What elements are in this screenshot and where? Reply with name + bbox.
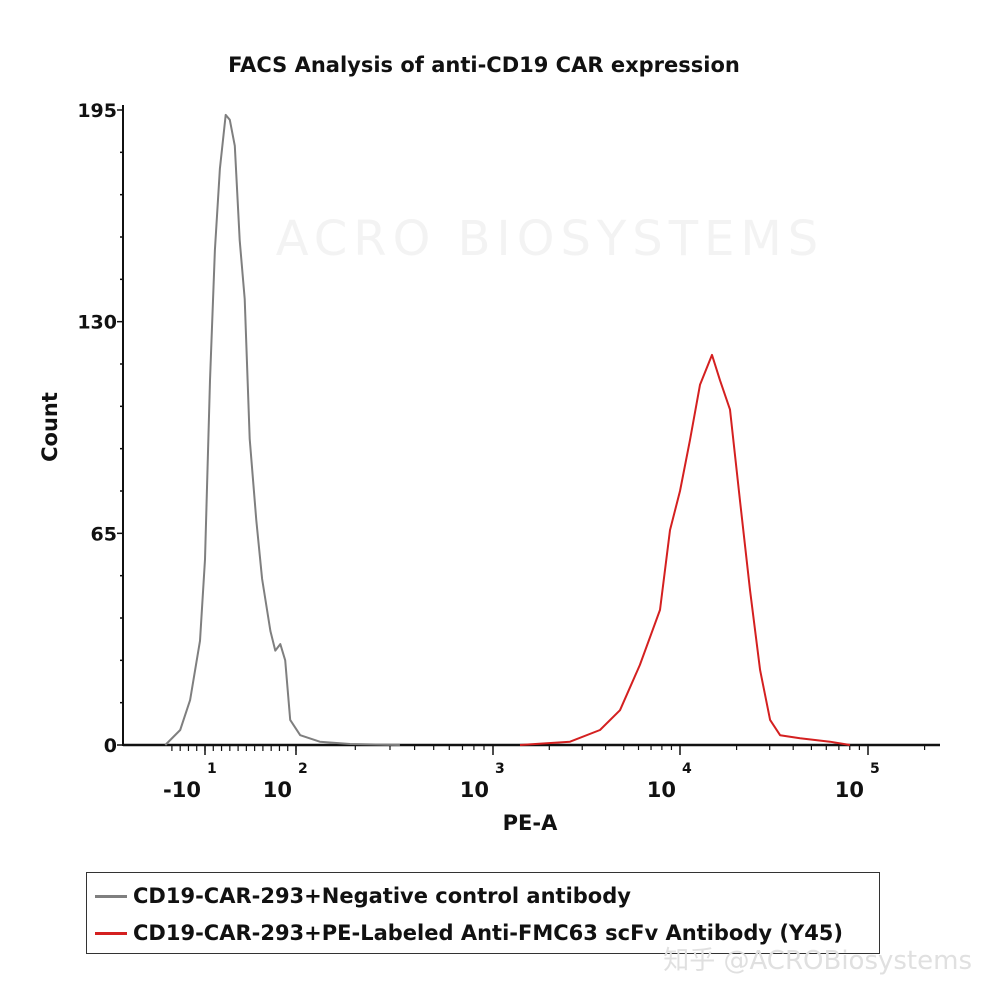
legend-label: CD19-CAR-293+Negative control antibody	[133, 884, 631, 908]
y-tick-label: 0	[104, 735, 117, 757]
legend-item-pe-labeled: CD19-CAR-293+PE-Labeled Anti-FMC63 scFv …	[95, 918, 843, 948]
x-tick-label-base: -10	[163, 778, 201, 802]
x-tick-label-base: 10	[263, 778, 292, 802]
legend: CD19-CAR-293+Negative control antibody C…	[86, 872, 880, 954]
legend-label: CD19-CAR-293+PE-Labeled Anti-FMC63 scFv …	[133, 921, 844, 945]
y-tick-label: 195	[77, 100, 117, 122]
x-tick-label-base: 10	[647, 778, 676, 802]
y-tick-label: 130	[77, 312, 117, 334]
x-tick-label-exponent: 2	[298, 761, 308, 777]
legend-swatch-gray	[95, 894, 127, 898]
x-axis-label: PE-A	[503, 811, 558, 835]
x-tick-label-exponent: 5	[870, 761, 880, 777]
chart-title: FACS Analysis of anti-CD19 CAR expressio…	[228, 53, 740, 77]
series-pe-labeled-line	[519, 353, 851, 746]
background-logo-watermark: ACRO BIOSYSTEMS	[276, 211, 825, 267]
y-axis-label: Count	[38, 392, 62, 462]
legend-item-negative-control: CD19-CAR-293+Negative control antibody	[95, 881, 631, 911]
x-tick-label-exponent: 1	[207, 761, 217, 777]
y-tick-label: 65	[91, 523, 117, 545]
x-tick-label-exponent: 3	[495, 761, 505, 777]
x-tick-label-exponent: 4	[682, 761, 692, 777]
corner-watermark: 知乎 @ACROBiosystems	[663, 946, 972, 976]
x-tick-label-base: 10	[835, 778, 864, 802]
x-tick-label-base: 10	[460, 778, 489, 802]
series-negative-control-line	[164, 113, 400, 746]
legend-swatch-red	[95, 931, 127, 935]
